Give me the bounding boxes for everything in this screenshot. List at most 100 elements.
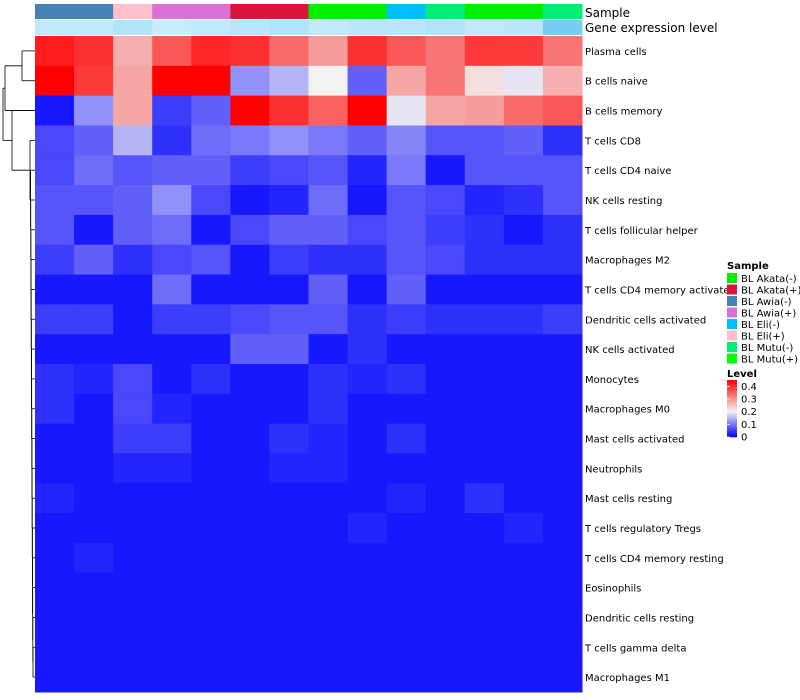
heatmap-cell: [74, 513, 114, 544]
row-label: T cells follicular helper: [584, 226, 699, 237]
heatmap-cell: [542, 185, 583, 216]
heatmap-cell: [191, 453, 231, 484]
heatmap-cell: [464, 155, 505, 186]
sample-legend-label: BL Akata(+): [741, 286, 800, 297]
row-label: T cells CD4 memory resting: [584, 554, 724, 565]
heatmap-cell: [230, 483, 270, 514]
heatmap-cell: [152, 334, 192, 365]
heatmap-cell: [425, 393, 466, 425]
heatmap-cell: [35, 364, 75, 395]
heatmap-cell: [113, 364, 153, 395]
heatmap-cell: [74, 542, 114, 574]
heatmap-cell: [152, 244, 192, 276]
heatmap-cell: [542, 95, 583, 126]
heatmap-cell: [347, 483, 388, 514]
heatmap-cell: [542, 602, 583, 633]
row-label: T cells regulatory Tregs: [584, 524, 701, 535]
expression-annotation-cell: [308, 20, 349, 35]
heatmap-cell: [503, 185, 544, 216]
heatmap-cell: [386, 155, 427, 186]
heatmap-cell: [269, 393, 309, 425]
heatmap-cell: [74, 36, 114, 67]
heatmap-cell: [503, 155, 544, 186]
heatmap-cell: [35, 274, 75, 305]
row-label: Mast cells resting: [585, 494, 672, 505]
heatmap-cell: [269, 423, 309, 454]
heatmap-cell: [230, 423, 270, 454]
heatmap-cell: [269, 453, 309, 484]
heatmap-cell: [386, 274, 427, 305]
sample-legend-label: BL Awia(-): [741, 297, 792, 308]
heatmap-cells: [35, 36, 583, 693]
heatmap-cell: [191, 423, 231, 454]
row-label: Neutrophils: [585, 464, 642, 475]
heatmap-cell: [113, 155, 153, 186]
level-colorbar-segment: [727, 431, 737, 434]
heatmap-cell: [35, 393, 75, 425]
heatmap-cell: [269, 483, 309, 514]
heatmap-cell: [425, 572, 466, 604]
heatmap-cell: [386, 364, 427, 395]
heatmap-cell: [464, 36, 505, 67]
heatmap-cell: [386, 483, 427, 514]
row-label: Dendritic cells resting: [585, 613, 694, 624]
row-label: T cells CD4 naive: [584, 166, 671, 177]
heatmap-cell: [74, 95, 114, 126]
heatmap-cell: [74, 423, 114, 454]
heatmap-cell: [152, 185, 192, 216]
level-tick-label: 0.3: [741, 395, 757, 406]
heatmap-cell: [425, 95, 466, 126]
heatmap-cell: [74, 393, 114, 425]
heatmap-cell: [386, 423, 427, 454]
heatmap-cell: [542, 393, 583, 425]
heatmap-cell: [191, 542, 231, 574]
heatmap-cell: [230, 572, 270, 604]
heatmap-cell: [464, 483, 505, 514]
sample-legend-swatch: [727, 273, 737, 283]
heatmap-cell: [230, 65, 270, 97]
heatmap-cell: [308, 65, 349, 97]
heatmap-cell: [74, 274, 114, 305]
heatmap-cell: [113, 393, 153, 425]
heatmap-cell: [152, 453, 192, 484]
heatmap-cell: [347, 364, 388, 395]
heatmap-cell: [542, 572, 583, 604]
heatmap-cell: [113, 125, 153, 156]
expression-annotation-cell: [464, 20, 505, 35]
heatmap-cell: [464, 274, 505, 305]
heatmap-cell: [503, 65, 544, 97]
heatmap-cell: [113, 602, 153, 633]
heatmap-cell: [113, 274, 153, 305]
heatmap-cell: [113, 513, 153, 544]
row-label: Monocytes: [585, 375, 639, 386]
heatmap-cell: [191, 334, 231, 365]
row-label: Macrophages M2: [585, 256, 670, 267]
heatmap-cell: [503, 334, 544, 365]
heatmap-cell: [269, 185, 309, 216]
heatmap-cell: [230, 334, 270, 365]
heatmap-cell: [464, 602, 505, 633]
heatmap-cell: [191, 483, 231, 514]
heatmap-cell: [503, 304, 544, 335]
heatmap-cell: [464, 304, 505, 335]
heatmap-cell: [347, 334, 388, 365]
heatmap-cell: [35, 572, 75, 604]
heatmap-cell: [113, 185, 153, 216]
heatmap-cell: [191, 364, 231, 395]
level-colorbar-segment: [727, 402, 737, 405]
heatmap-cell: [464, 423, 505, 454]
heatmap-cell: [35, 65, 75, 97]
sample-annotation-cell: [386, 4, 427, 19]
heatmap-cell: [347, 274, 388, 305]
heatmap-cell: [503, 662, 544, 693]
heatmap-cell: [152, 214, 192, 246]
sample-annotation-cell: [35, 4, 75, 19]
heatmap-cell: [542, 542, 583, 574]
row-label: Dendritic cells activated: [585, 315, 706, 326]
heatmap-cell: [152, 155, 192, 186]
heatmap-cell: [386, 95, 427, 126]
heatmap-cell: [113, 214, 153, 246]
heatmap-cell: [542, 513, 583, 544]
heatmap-cell: [113, 542, 153, 574]
heatmap-cell: [308, 393, 349, 425]
